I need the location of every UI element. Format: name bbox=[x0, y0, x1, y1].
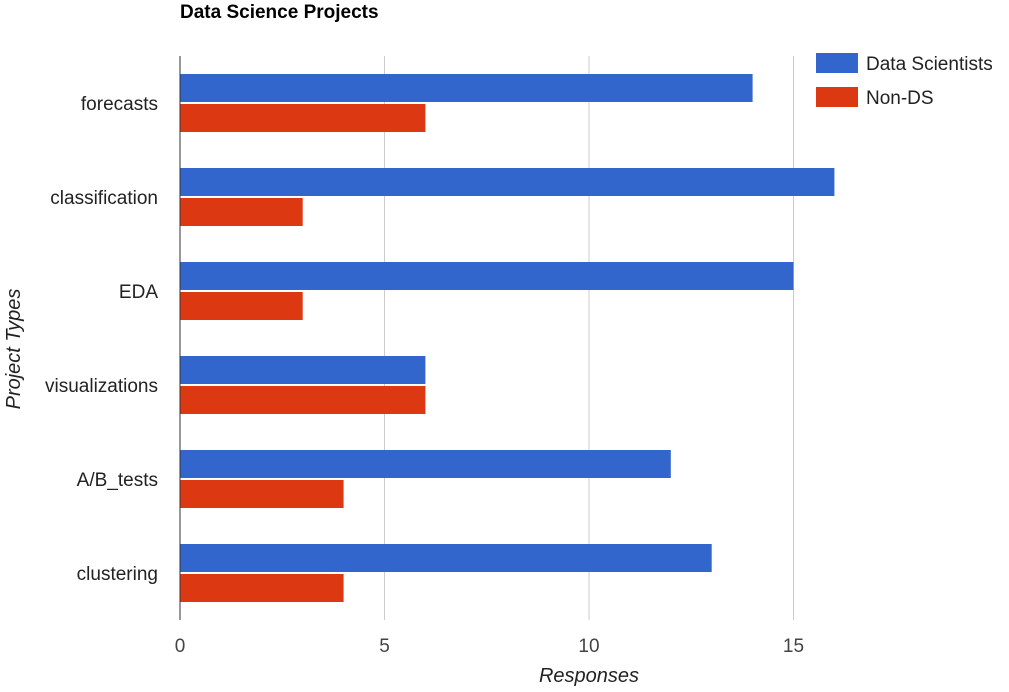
x-axis-title: Responses bbox=[539, 665, 639, 687]
x-tick-label: 0 bbox=[175, 636, 186, 657]
category-label: clustering bbox=[77, 564, 158, 585]
legend: Data Scientists Non-DS bbox=[816, 53, 993, 109]
bar-data-scientists-4 bbox=[180, 450, 671, 478]
bar-data-scientists-3 bbox=[180, 356, 426, 384]
x-tick-label: 5 bbox=[379, 636, 390, 657]
bar-non-ds-3 bbox=[180, 386, 426, 414]
category-label: visualizations bbox=[45, 376, 158, 397]
x-tick-label: 15 bbox=[783, 636, 804, 657]
bar-non-ds-1 bbox=[180, 198, 303, 226]
category-labels: forecasts classification EDA visualizations… bbox=[45, 94, 158, 585]
legend-swatch bbox=[816, 53, 858, 73]
x-tick-labels: 0 5 10 15 bbox=[175, 636, 804, 657]
category-label: A/B_tests bbox=[77, 470, 158, 491]
bar-data-scientists-0 bbox=[180, 74, 753, 102]
grid-lines bbox=[384, 56, 794, 620]
legend-label: Data Scientists bbox=[866, 54, 993, 75]
x-tick-label: 10 bbox=[578, 636, 599, 657]
bar-data-scientists-2 bbox=[180, 262, 794, 290]
bar-non-ds-0 bbox=[180, 104, 426, 132]
category-label: EDA bbox=[119, 282, 158, 303]
y-axis-title: Project Types bbox=[3, 289, 25, 410]
bar-non-ds-5 bbox=[180, 574, 344, 602]
legend-swatch bbox=[816, 87, 858, 107]
bar-non-ds-2 bbox=[180, 292, 303, 320]
bar-non-ds-4 bbox=[180, 480, 344, 508]
bar-data-scientists-5 bbox=[180, 544, 712, 572]
bar-data-scientists-1 bbox=[180, 168, 835, 196]
category-label: forecasts bbox=[81, 94, 158, 115]
legend-label: Non-DS bbox=[866, 88, 934, 109]
bars bbox=[180, 74, 835, 602]
chart-title: Data Science Projects bbox=[180, 2, 379, 23]
category-label: classification bbox=[50, 188, 158, 209]
